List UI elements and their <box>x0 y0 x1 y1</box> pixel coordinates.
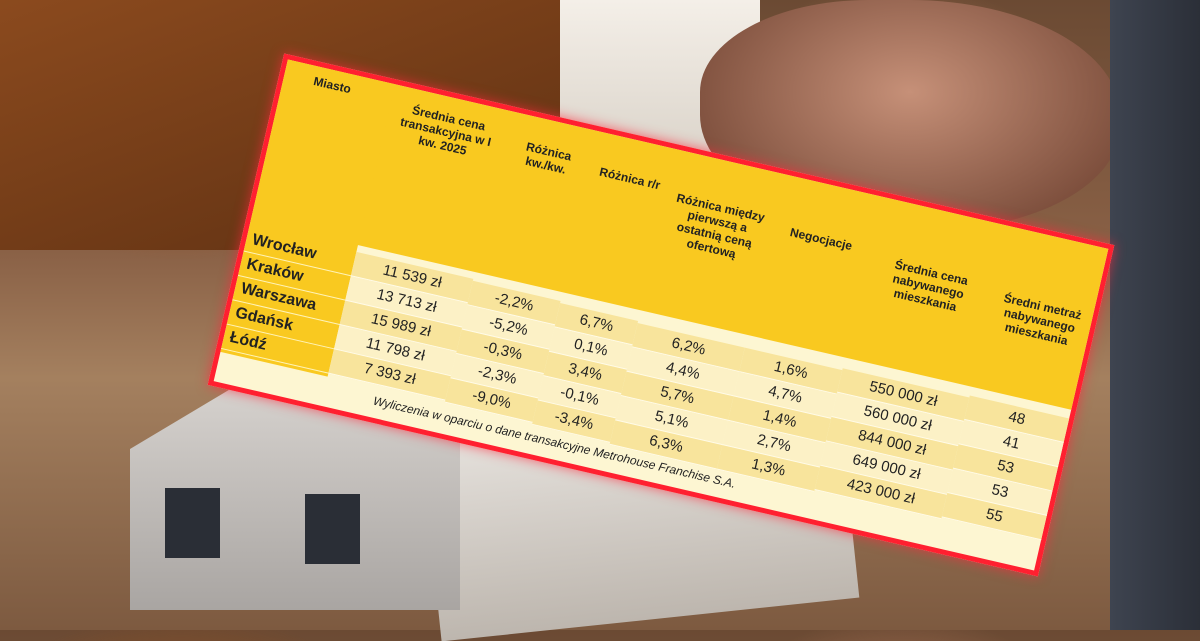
person-photo <box>1110 0 1200 630</box>
house-window <box>305 494 360 564</box>
house-window <box>165 488 220 558</box>
